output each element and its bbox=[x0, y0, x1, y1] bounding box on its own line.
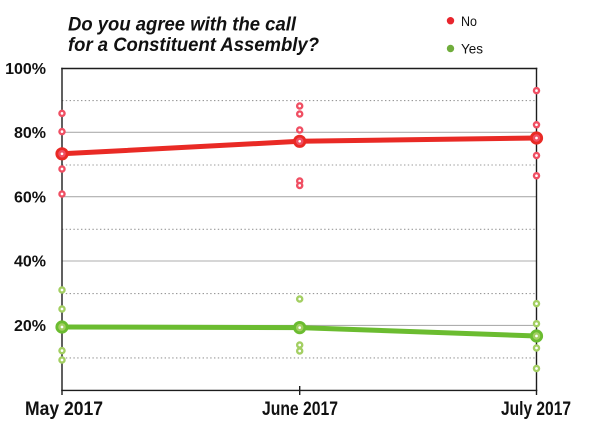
svg-text:40%: 40% bbox=[14, 254, 46, 271]
svg-text:60%: 60% bbox=[14, 189, 46, 206]
svg-text:No: No bbox=[461, 13, 477, 29]
svg-text:Yes: Yes bbox=[461, 41, 483, 57]
svg-text:20%: 20% bbox=[14, 318, 46, 335]
svg-text:80%: 80% bbox=[14, 125, 46, 142]
svg-text:July 2017: July 2017 bbox=[501, 399, 571, 420]
svg-text:June 2017: June 2017 bbox=[262, 399, 338, 420]
svg-text:Do you agree with the call: Do you agree with the call bbox=[68, 15, 297, 36]
svg-text:for a Constituent Assembly?: for a Constituent Assembly? bbox=[68, 35, 319, 56]
svg-text:May 2017: May 2017 bbox=[25, 399, 103, 420]
svg-text:100%: 100% bbox=[5, 61, 46, 78]
